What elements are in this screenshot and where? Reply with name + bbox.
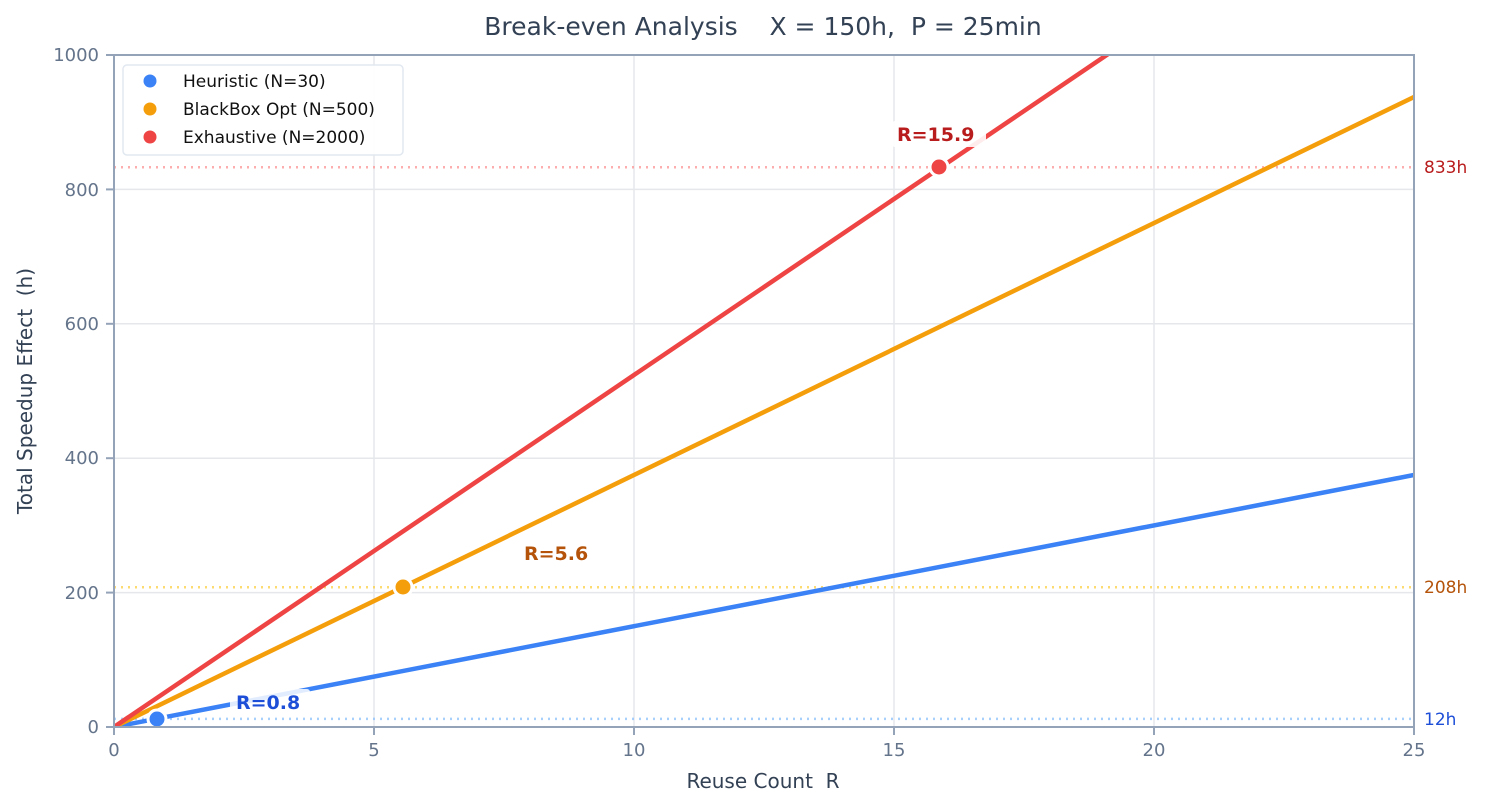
- annotation-blackbox: R=5.6: [524, 543, 588, 565]
- grid: [114, 55, 1414, 727]
- legend-label: Exhaustive (N=2000): [183, 128, 365, 148]
- legend-item-exhaustive: Exhaustive (N=2000): [143, 128, 365, 148]
- y-tick: 0: [88, 717, 99, 738]
- label-blackbox: R=5.6: [524, 543, 588, 565]
- line-blackbox: [114, 94, 1414, 727]
- break-even-hlines: [114, 165, 1414, 721]
- chart-title: Break-even Analysis X = 150h, P = 25min: [484, 12, 1041, 41]
- marker-blackbox: [392, 576, 414, 598]
- y-tick: 200: [65, 583, 99, 604]
- y-tick: 1000: [53, 45, 99, 66]
- hline-label-exhaustive: 833h: [1424, 158, 1467, 178]
- y-tick-labels: 0 200 400 600 800 1000: [53, 45, 99, 738]
- x-tick: 5: [368, 740, 379, 761]
- y-axis-label: Total Speedup Effect (h): [13, 268, 37, 515]
- y-tick: 400: [65, 448, 99, 469]
- x-tick: 25: [1403, 740, 1426, 761]
- legend-item-blackbox: BlackBox Opt (N=500): [143, 100, 375, 120]
- line-exhaustive: [114, 55, 1111, 727]
- label-exhaustive: R=15.9: [897, 124, 974, 146]
- x-tick: 10: [623, 740, 646, 761]
- hline-label-heuristic: 12h: [1424, 710, 1456, 730]
- legend-item-heuristic: Heuristic (N=30): [143, 72, 326, 92]
- legend: Heuristic (N=30) BlackBox Opt (N=500) Ex…: [122, 64, 404, 156]
- annotation-exhaustive: R=15.9: [892, 121, 986, 147]
- line-heuristic: [114, 472, 1414, 727]
- legend-dot-icon: [143, 130, 157, 144]
- x-tick: 0: [108, 740, 119, 761]
- y-tick: 800: [65, 180, 99, 201]
- label-heuristic: R=0.8: [236, 692, 300, 714]
- annotation-heuristic: R=0.8: [230, 689, 310, 714]
- x-tick: 20: [1143, 740, 1166, 761]
- plot-frame: [113, 54, 1415, 728]
- marker-exhaustive: [928, 156, 950, 178]
- legend-label: BlackBox Opt (N=500): [183, 100, 375, 120]
- x-axis-label: Reuse Count R: [686, 769, 839, 793]
- legend-label: Heuristic (N=30): [183, 72, 326, 92]
- legend-dot-icon: [143, 74, 157, 88]
- ticks: [106, 54, 1415, 735]
- x-tick: 15: [883, 740, 906, 761]
- x-tick-labels: 0 5 10 15 20 25: [108, 740, 1425, 761]
- series-lines: [114, 55, 1414, 727]
- y-tick: 600: [65, 314, 99, 335]
- hline-label-blackbox: 208h: [1424, 578, 1467, 598]
- marker-heuristic: [146, 708, 168, 730]
- legend-dot-icon: [143, 102, 157, 116]
